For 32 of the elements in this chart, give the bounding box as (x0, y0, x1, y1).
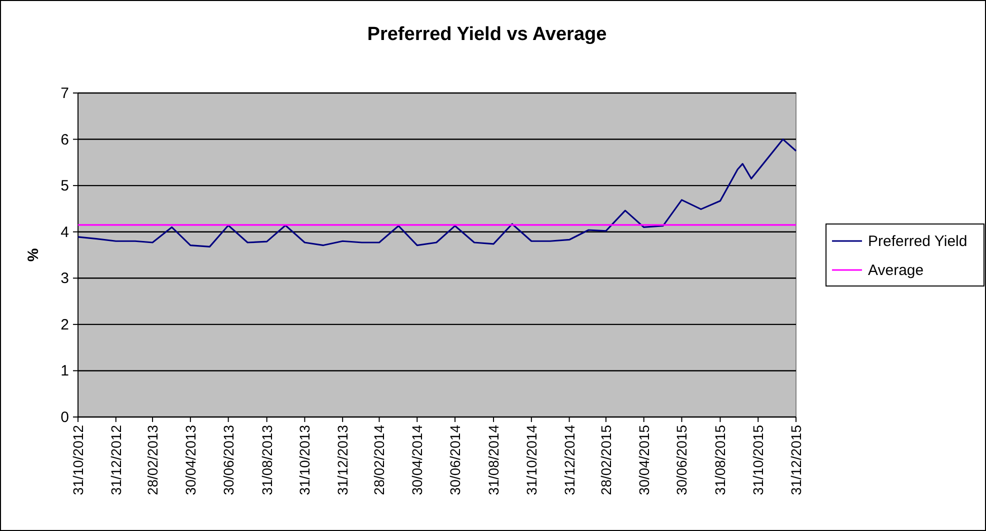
x-tick-label: 31/12/2014 (561, 424, 578, 496)
x-tick-label: 31/10/2012 (70, 424, 86, 496)
y-tick-label: 3 (60, 270, 69, 288)
y-tick-label: 4 (60, 224, 69, 241)
x-tick-label: 28/02/2015 (598, 424, 614, 496)
x-tick-label: 30/04/2015 (636, 424, 652, 496)
x-tick-label: 30/06/2013 (220, 424, 236, 496)
x-tick-label: 28/02/2013 (144, 424, 161, 496)
x-tick-label: 31/10/2013 (296, 424, 313, 496)
x-tick-label: 31/12/2012 (108, 424, 124, 496)
x-tick-label: 31/08/2013 (258, 424, 275, 496)
x-tick-label: 31/10/2015 (750, 424, 766, 496)
x-tick-label: 30/06/2014 (447, 424, 464, 496)
x-tick-label: 30/04/2014 (409, 424, 426, 496)
x-tick-label: 31/08/2015 (712, 424, 728, 496)
y-axis-title: % (25, 248, 42, 262)
x-tick-label: 31/12/2015 (788, 424, 804, 496)
y-tick-label: 1 (60, 362, 69, 380)
x-tick-label: 31/12/2013 (334, 424, 351, 496)
chart-title: Preferred Yield vs Average (367, 24, 607, 45)
x-tick-label: 28/02/2014 (371, 424, 388, 496)
legend-label: Preferred Yield (868, 233, 968, 250)
y-tick-label: 0 (60, 409, 69, 426)
x-tick-label: 30/06/2015 (674, 424, 690, 496)
y-tick-label: 6 (60, 131, 69, 148)
x-tick-label: 30/04/2013 (182, 424, 198, 496)
x-tick-label: 31/10/2014 (523, 424, 540, 496)
legend-label: Average (868, 262, 924, 279)
y-tick-label: 5 (60, 178, 69, 195)
y-tick-label: 2 (60, 316, 69, 334)
x-tick-label: 31/08/2014 (486, 424, 502, 496)
y-tick-label: 7 (60, 85, 69, 102)
